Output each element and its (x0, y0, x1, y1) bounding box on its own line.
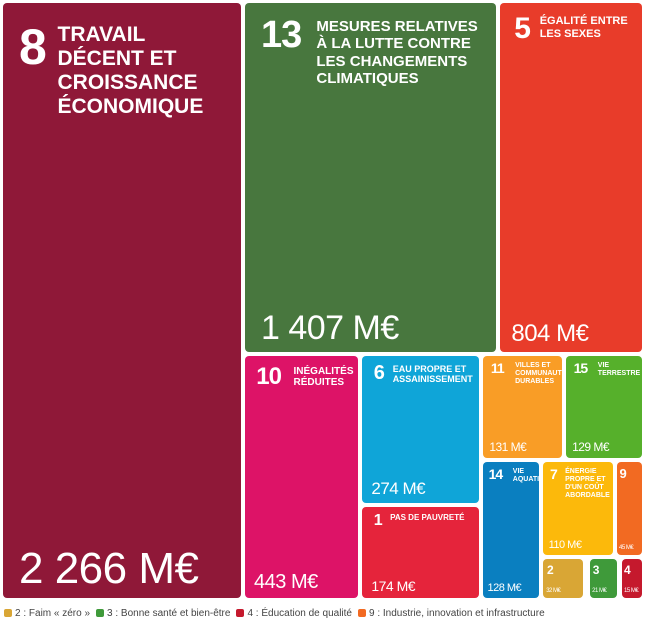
value-label: 45 M€ (619, 545, 634, 551)
tile: 11 VILLES ET COMMUNAUTÉS DURABLES 131 M€ (483, 356, 562, 458)
goal-title: VILLES ET COMMUNAUTÉS DURABLES (515, 361, 562, 385)
goal-title: PAS DE PAUVRETÉ (390, 513, 465, 523)
goal-number: 7 (550, 466, 558, 483)
goal-title: ÉNERGIE PROPRE ET D'UN COÛT ABORDABLE (565, 467, 610, 499)
legend-swatch (96, 609, 105, 618)
tile: 15 VIE TERRESTRE 129 M€ (566, 356, 642, 458)
value-label: 274 M€ (371, 479, 426, 498)
goal-number: 4 (624, 563, 631, 577)
value-label: 21 M€ (592, 588, 607, 594)
value-label: 129 M€ (572, 440, 610, 454)
goal-number: 3 (592, 563, 600, 577)
goal-number: 8 (19, 19, 47, 75)
value-label: 1 407 M€ (261, 309, 399, 347)
legend-item: 2 : Faim « zéro » (4, 608, 90, 619)
tile: 10 INÉGALITÉS RÉDUITES 443 M€ (245, 356, 358, 598)
legend: 2 : Faim « zéro » 3 : Bonne santé et bien… (4, 608, 545, 619)
goal-title: ÉGALITÉ ENTRE LES SEXES (539, 15, 628, 40)
legend-swatch (236, 609, 245, 618)
legend-label: 2 : Faim « zéro » (15, 608, 91, 619)
goal-number: 6 (373, 362, 385, 384)
legend-item: 4 : Éducation de qualité (236, 608, 352, 619)
legend-label: 4 : Éducation de qualité (247, 608, 352, 619)
goal-number: 1 (373, 511, 383, 529)
goal-title: VIE AQUATIQUE (512, 467, 539, 483)
legend-item: 9 : Industrie, innovation et infrastruct… (357, 608, 545, 619)
legend-label: 3 : Bonne santé et bien-être (107, 608, 231, 619)
tile: 4 15 M€ (622, 559, 642, 598)
goal-title: INÉGALITÉS RÉDUITES (293, 365, 354, 389)
tile: 5 ÉGALITÉ ENTRE LES SEXES 804 M€ (500, 3, 642, 352)
goal-number: 5 (514, 12, 531, 45)
tile: 1 PAS DE PAUVRETÉ 174 M€ (362, 507, 479, 598)
value-label: 174 M€ (371, 578, 416, 594)
goal-title: EAU PROPRE ET ASSAINISSEMENT (392, 364, 473, 385)
value-label: 804 M€ (511, 320, 589, 347)
goal-number: 15 (573, 360, 589, 377)
value-label: 2 266 M€ (19, 544, 199, 593)
value-label: 131 M€ (489, 440, 527, 454)
value-label: 128 M€ (487, 582, 522, 594)
goal-number: 14 (488, 466, 504, 483)
legend-item: 3 : Bonne santé et bien-être (96, 608, 230, 619)
value-label: 15 M€ (624, 588, 639, 594)
goal-number: 10 (256, 363, 282, 391)
goal-title: TRAVAIL DÉCENT ET CROISSANCE ÉCONOMIQUE (57, 23, 204, 119)
legend-label: 9 : Industrie, innovation et infrastruct… (368, 608, 545, 619)
value-label: 32 M€ (546, 588, 561, 594)
goal-number: 2 (547, 563, 554, 577)
tile: 6 EAU PROPRE ET ASSAINISSEMENT 274 M€ (362, 356, 479, 503)
tile: 2 32 M€ (543, 559, 583, 598)
value-label: 110 M€ (548, 539, 582, 551)
legend-swatch (357, 609, 366, 618)
tile: 3 21 M€ (590, 559, 617, 598)
tile: 7 ÉNERGIE PROPRE ET D'UN COÛT ABORDABLE 11… (543, 462, 613, 555)
goal-title: MESURES RELATIVES À LA LUTTE CONTRE LES … (316, 18, 478, 87)
legend-swatch (4, 609, 12, 618)
goal-number: 9 (619, 466, 627, 481)
tile: 8 TRAVAIL DÉCENT ET CROISSANCE ÉCONOMIQUE… (3, 3, 241, 598)
goal-number: 11 (490, 360, 505, 377)
tile: 14 VIE AQUATIQUE 128 M€ (483, 462, 539, 598)
tile: 9 45 M€ (617, 462, 642, 555)
value-label: 443 M€ (254, 571, 318, 593)
tile: 13 MESURES RELATIVES À LA LUTTE CONTRE LE… (245, 3, 496, 352)
goal-title: VIE TERRESTRE (597, 361, 641, 377)
goal-number: 13 (261, 14, 302, 57)
